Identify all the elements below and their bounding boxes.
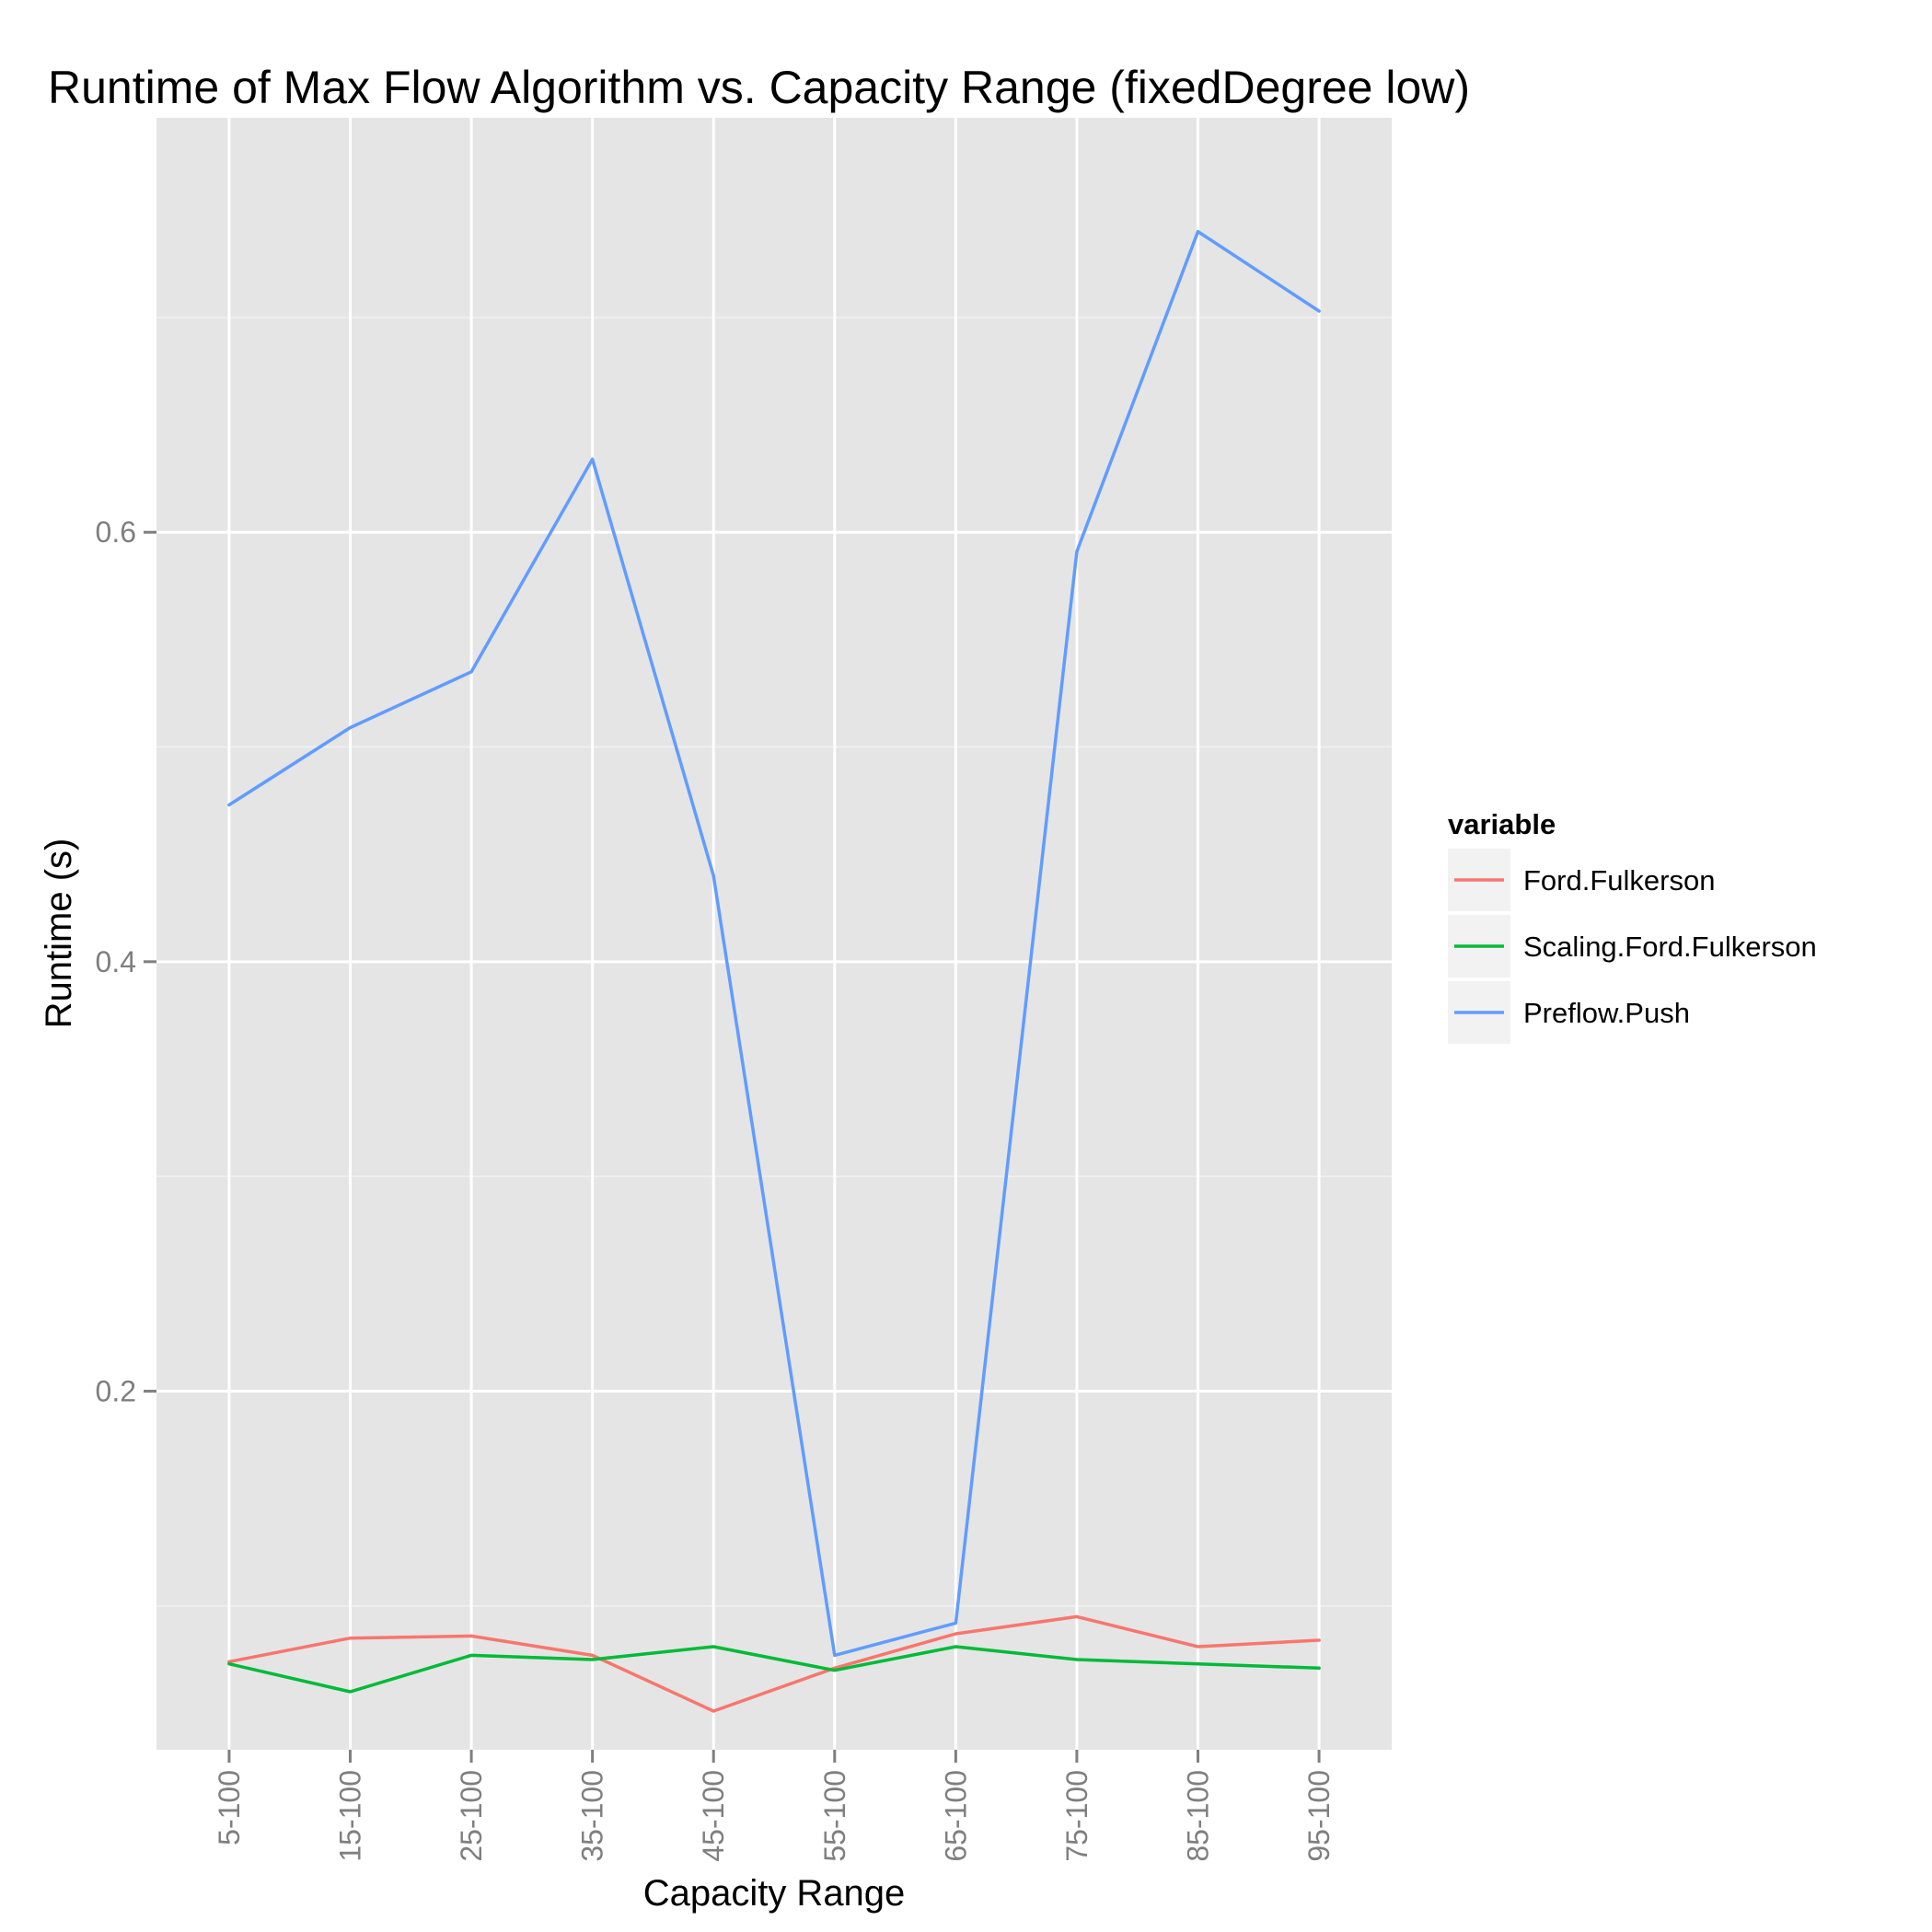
legend-label-preflow-push: Preflow.Push <box>1523 997 1690 1029</box>
legend: variable Ford.Fulkerson Scaling.Ford.Fulk… <box>1448 808 1817 1044</box>
legend-label-scaling-ford-fulkerson: Scaling.Ford.Fulkerson <box>1523 931 1817 963</box>
x-tick-label: 45-100 <box>697 1770 730 1862</box>
x-tick-label: 25-100 <box>455 1770 488 1862</box>
y-axis: 0.2 0.4 0.6 <box>96 515 156 1407</box>
series-line-ford-fulkerson <box>227 1614 1321 1713</box>
y-tick-label: 0.4 <box>96 945 136 978</box>
major-gridlines <box>156 118 1392 1750</box>
y-tick-label: 0.6 <box>96 515 136 549</box>
x-tick-label: 75-100 <box>1060 1770 1093 1862</box>
series-line-scaling-ford-fulkerson <box>227 1645 1321 1694</box>
x-tick-label: 85-100 <box>1181 1770 1214 1862</box>
legend-title: variable <box>1448 808 1556 840</box>
x-tick-label: 55-100 <box>818 1770 851 1862</box>
legend-label-ford-fulkerson: Ford.Fulkerson <box>1523 864 1715 897</box>
x-axis: 5-100 15-100 25-100 35-100 45-100 55-100 65-10… <box>213 1750 1336 1862</box>
series-lines <box>227 229 1321 1713</box>
x-tick-label: 5-100 <box>213 1770 246 1845</box>
x-axis-title: Capacity Range <box>643 1873 906 1914</box>
series-line-preflow-push <box>227 229 1321 1658</box>
plot-panel <box>156 118 1392 1750</box>
x-tick-label: 35-100 <box>576 1770 609 1862</box>
y-axis-title: Runtime (s) <box>39 839 79 1029</box>
chart-title: Runtime of Max Flow Algorithm vs. Capaci… <box>48 62 1470 113</box>
x-tick-label: 95-100 <box>1302 1770 1336 1862</box>
x-tick-label: 65-100 <box>939 1770 972 1862</box>
minor-gridlines <box>156 317 1392 1607</box>
x-tick-label: 15-100 <box>334 1770 367 1862</box>
y-tick-label: 0.2 <box>96 1374 136 1407</box>
